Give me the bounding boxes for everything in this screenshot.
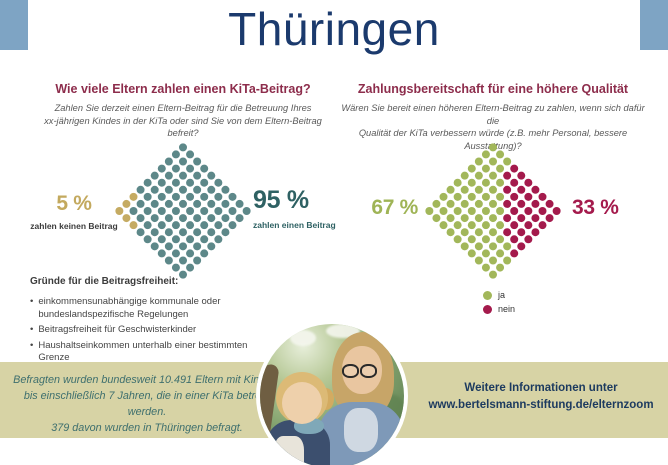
left-chart-heading: Wie viele Eltern zahlen einen KiTa-Beitr… bbox=[55, 82, 311, 96]
reason-item: • Beitragsfreiheit für Geschwisterkinder bbox=[30, 324, 260, 337]
more-info-url[interactable]: www.bertelsmann-stiftung.de/elternzoom bbox=[428, 399, 654, 411]
reason-text: einkommensunabhängige kommunale oder bun… bbox=[38, 296, 221, 320]
legend-item-ja: ja bbox=[483, 290, 515, 300]
reasons-heading: Gründe für die Beitragsfreiheit: bbox=[30, 276, 179, 287]
reason-text: Haushaltseinkommen unterhalb einer besti… bbox=[38, 339, 248, 364]
decorative-corner-square-right bbox=[640, 0, 668, 50]
survey-note-line3: 379 davon wurden in Thüringen befragt. bbox=[51, 422, 243, 434]
photo-glasses-icon bbox=[342, 364, 359, 378]
bullet-icon: • bbox=[30, 339, 34, 351]
reasons-section: Gründe für die Beitragsfreiheit: • einkom… bbox=[30, 276, 260, 368]
legend-item-nein: nein bbox=[483, 304, 515, 314]
legend-dot-icon bbox=[483, 304, 492, 314]
photo-glasses-icon bbox=[360, 364, 377, 378]
waffle-chart-kita-beitrag bbox=[112, 140, 253, 281]
waffle-chart-zahlungsbereitschaft bbox=[422, 140, 563, 281]
page-title: Thüringen bbox=[228, 3, 440, 55]
legend-label: ja bbox=[498, 290, 506, 300]
left-chart-small-segment-label: 5 % zahlen keinen Beitrag bbox=[26, 192, 122, 231]
percent-value-nein: 33 % bbox=[572, 196, 619, 219]
left-chart-subtitle: Zahlen Sie derzeit einen Eltern-Beitrag … bbox=[28, 102, 338, 140]
right-chart-ja-label: 67 % bbox=[338, 196, 418, 220]
chart-legend: ja nein bbox=[483, 290, 515, 318]
more-info-block: Weitere Informationen unter www.bertelsm… bbox=[420, 380, 662, 414]
left-chart-subtitle-line2: xx-jährigen Kindes in der KiTa oder sind… bbox=[44, 115, 322, 139]
survey-note-line2: bis einschließlich 7 Jahren, die in eine… bbox=[23, 390, 271, 418]
percent-value-ja: 67 % bbox=[371, 196, 418, 219]
left-chart-subtitle-line1: Zahlen Sie derzeit einen Eltern-Beitrag … bbox=[54, 103, 312, 113]
legend-dot-icon bbox=[483, 290, 492, 300]
bullet-icon: • bbox=[30, 296, 34, 307]
left-chart-large-segment-label: 95 % zahlen einen Beitrag bbox=[253, 186, 373, 230]
reason-item: • Haushaltseinkommen unterhalb einer best… bbox=[30, 340, 260, 365]
photo-blossom bbox=[290, 330, 316, 346]
right-chart-heading: Zahlungsbereitschaft für eine höhere Qua… bbox=[357, 82, 629, 96]
decorative-corner-square-left bbox=[0, 0, 28, 50]
bullet-icon: • bbox=[30, 324, 34, 335]
reason-item: • einkommensunabhängige kommunale oder bu… bbox=[30, 296, 260, 321]
reason-text: Beitragsfreiheit für Geschwisterkinder bbox=[38, 324, 197, 335]
photo-mother-shirt bbox=[344, 408, 378, 452]
photo-child-sweater-stripe bbox=[274, 436, 304, 465]
caption-keinen-beitrag: zahlen keinen Beitrag bbox=[30, 221, 118, 231]
caption-einen-beitrag: zahlen einen Beitrag bbox=[253, 220, 336, 230]
reasons-list: • einkommensunabhängige kommunale oder bu… bbox=[30, 296, 260, 365]
more-info-label: Weitere Informationen unter bbox=[464, 382, 618, 394]
right-chart-subtitle-line1: Wären Sie bereit einen höheren Eltern-Be… bbox=[341, 103, 645, 126]
percent-value-einen-beitrag: 95 % bbox=[253, 186, 309, 214]
photo-child-face bbox=[282, 382, 322, 424]
survey-note-line1: Befragten wurden bundesweit 10.491 Elter… bbox=[13, 374, 281, 386]
survey-note: Befragten wurden bundesweit 10.491 Elter… bbox=[12, 372, 282, 436]
right-chart-nein-label: 33 % bbox=[572, 196, 652, 220]
percent-value-keinen-beitrag: 5 % bbox=[56, 192, 92, 215]
legend-label: nein bbox=[498, 304, 516, 314]
photo-mother-and-child bbox=[256, 320, 408, 465]
